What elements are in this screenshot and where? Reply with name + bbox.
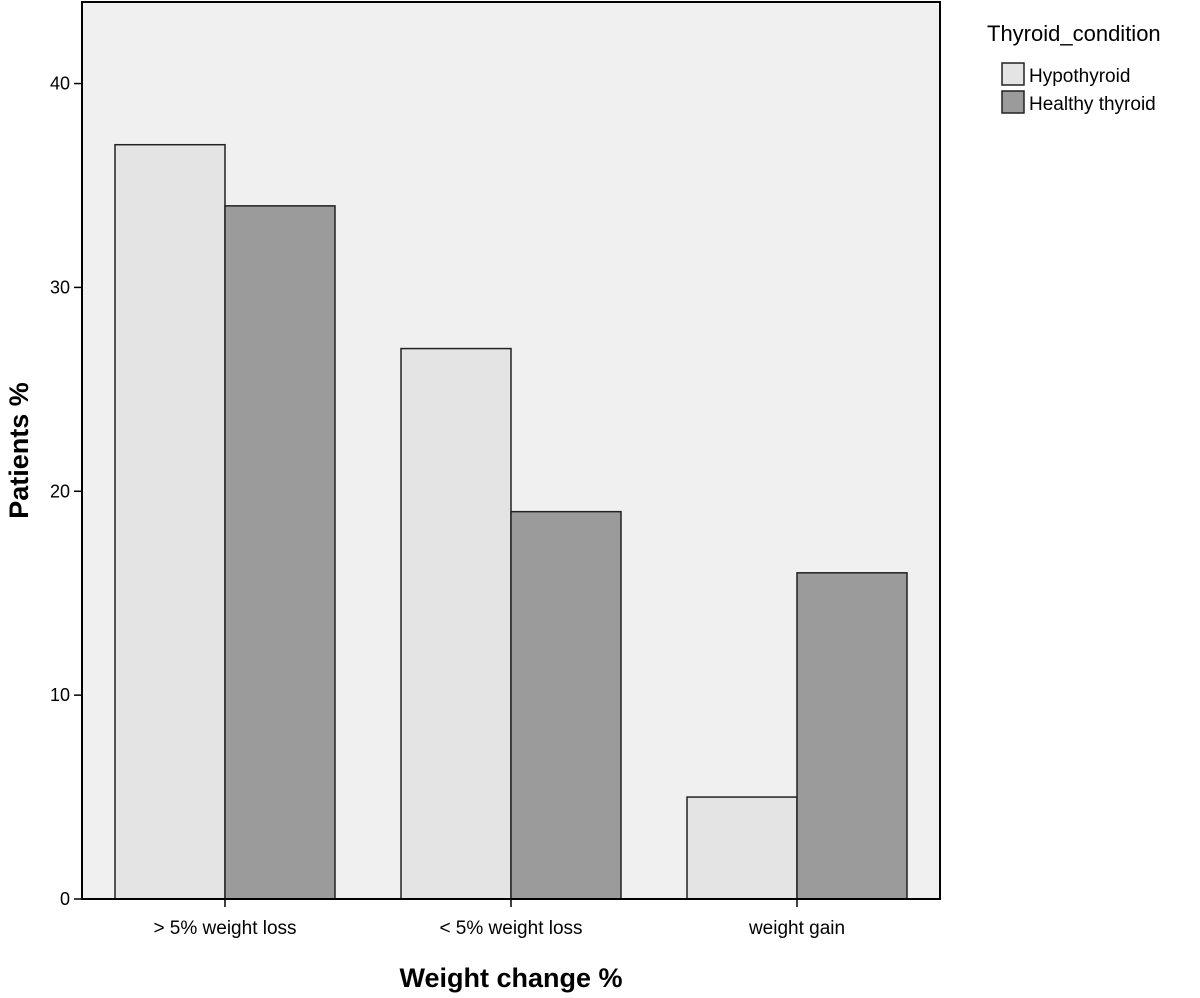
bar-healthy-thyroid-1 [510, 510, 622, 900]
bar-healthy-thyroid-2 [796, 572, 908, 900]
y-tick-label: 10 [50, 685, 70, 705]
legend: Thyroid_condition Hypothyroid Healthy thy… [987, 21, 1161, 115]
plot-frame [81, 1, 941, 900]
bars-group [114, 143, 908, 900]
y-axis: 0 10 20 30 40 [50, 74, 82, 909]
bar-hypothyroid-0 [114, 143, 226, 900]
x-category-label: weight gain [748, 918, 845, 939]
y-axis-title: Patients % [4, 382, 34, 519]
y-tick-label: 30 [50, 277, 70, 297]
legend-swatch-healthy-thyroid [1001, 90, 1025, 114]
bar-hypothyroid-2 [686, 796, 798, 900]
y-tick-label: 0 [60, 889, 70, 909]
bar-hypothyroid-1 [400, 347, 512, 900]
x-axis: > 5% weight loss < 5% weight loss weight g… [153, 899, 845, 939]
y-tick-label: 20 [50, 481, 70, 501]
legend-swatch-hypothyroid [1001, 62, 1025, 86]
x-category-label: > 5% weight loss [153, 918, 296, 939]
y-tick-label: 40 [50, 74, 70, 94]
legend-title: Thyroid_condition [987, 21, 1161, 46]
x-category-label: < 5% weight loss [439, 918, 582, 939]
legend-label-hypothyroid: Hypothyroid [1029, 66, 1130, 87]
bar-healthy-thyroid-0 [224, 205, 336, 900]
legend-label-healthy-thyroid: Healthy thyroid [1029, 94, 1156, 115]
x-axis-title: Weight change % [399, 963, 622, 993]
